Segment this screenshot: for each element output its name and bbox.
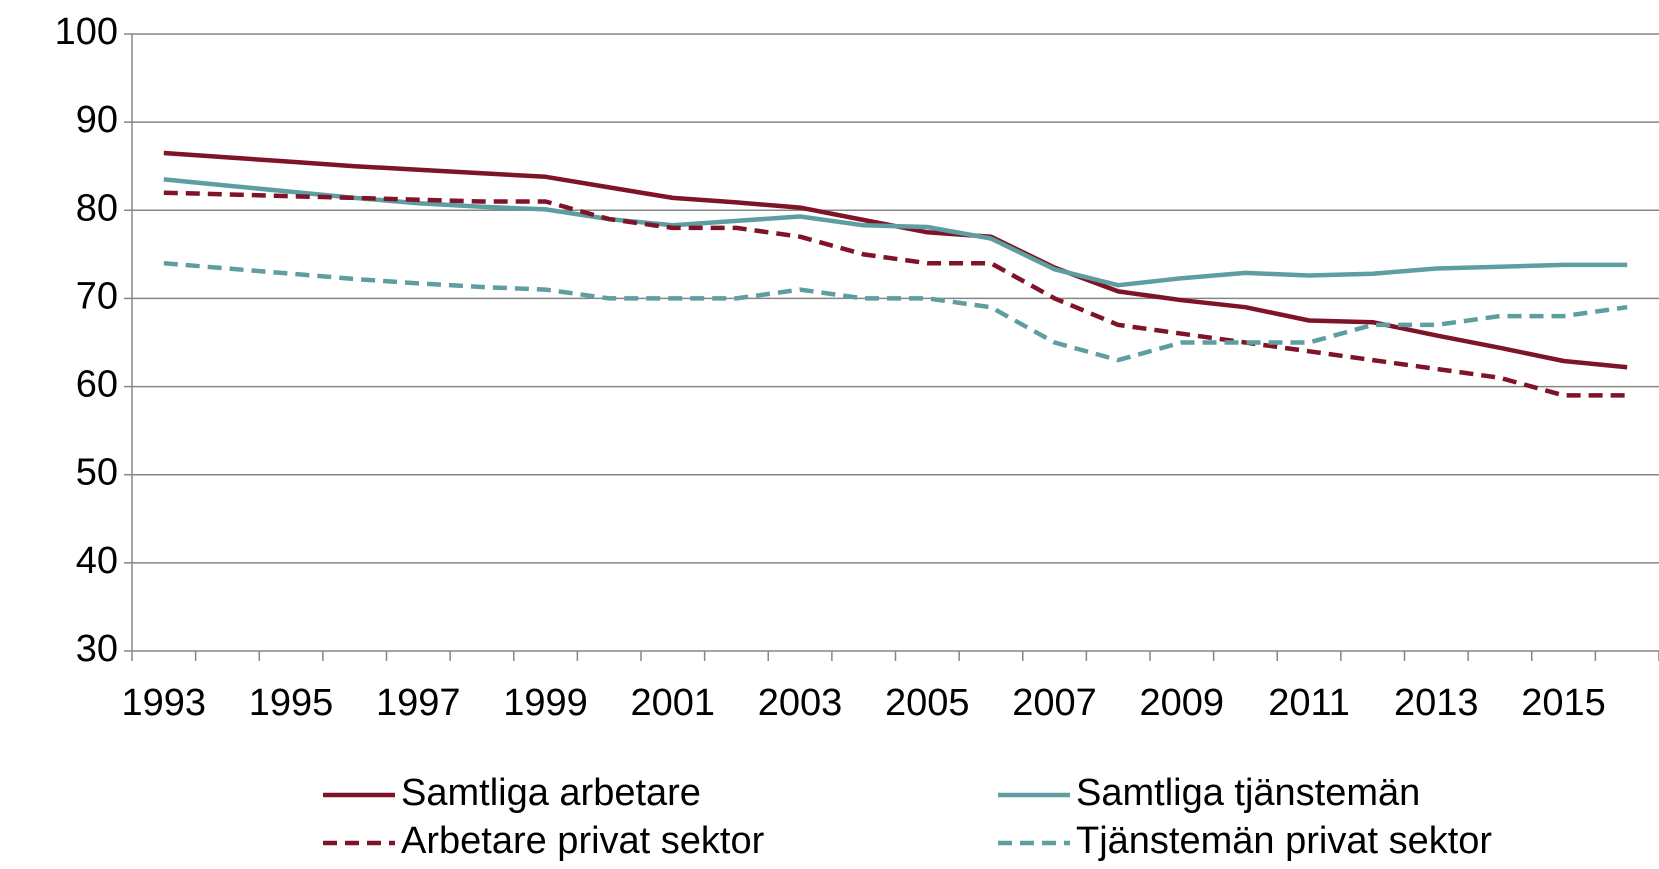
x-tick-label: 1993 [122,682,207,724]
x-tick-label: 2011 [1268,682,1350,724]
legend-label: Arbetare privat sektor [401,820,765,862]
x-tick-label: 2003 [758,682,843,724]
series-line [163,177,1628,288]
x-tick-label: 2015 [1521,682,1606,724]
x-tick-label: 1997 [376,682,461,724]
series-line [163,260,1628,363]
y-tick-label: 100 [55,11,118,53]
y-tick-label: 60 [76,364,118,406]
x-tick-label: 2013 [1394,682,1479,724]
x-tick-label: 2005 [885,682,970,724]
x-tick-label: 2007 [1012,682,1097,724]
y-tick-label: 50 [76,452,118,494]
legend-label: Samtliga tjänstemän [1076,772,1420,814]
x-tick-label: 2001 [631,682,716,724]
x-tick-label: 1999 [503,682,588,724]
x-tick-label: 1995 [249,682,334,724]
legend-label: Tjänstemän privat sektor [1076,820,1492,862]
y-tick-label: 80 [76,187,118,229]
legend-label: Samtliga arbetare [401,772,701,814]
x-tick-label: 2009 [1140,682,1225,724]
y-tick-label: 70 [76,275,118,317]
y-tick-label: 90 [76,99,118,141]
series-line [163,190,1628,398]
y-tick-label: 30 [76,628,118,670]
y-tick-label: 40 [76,540,118,582]
